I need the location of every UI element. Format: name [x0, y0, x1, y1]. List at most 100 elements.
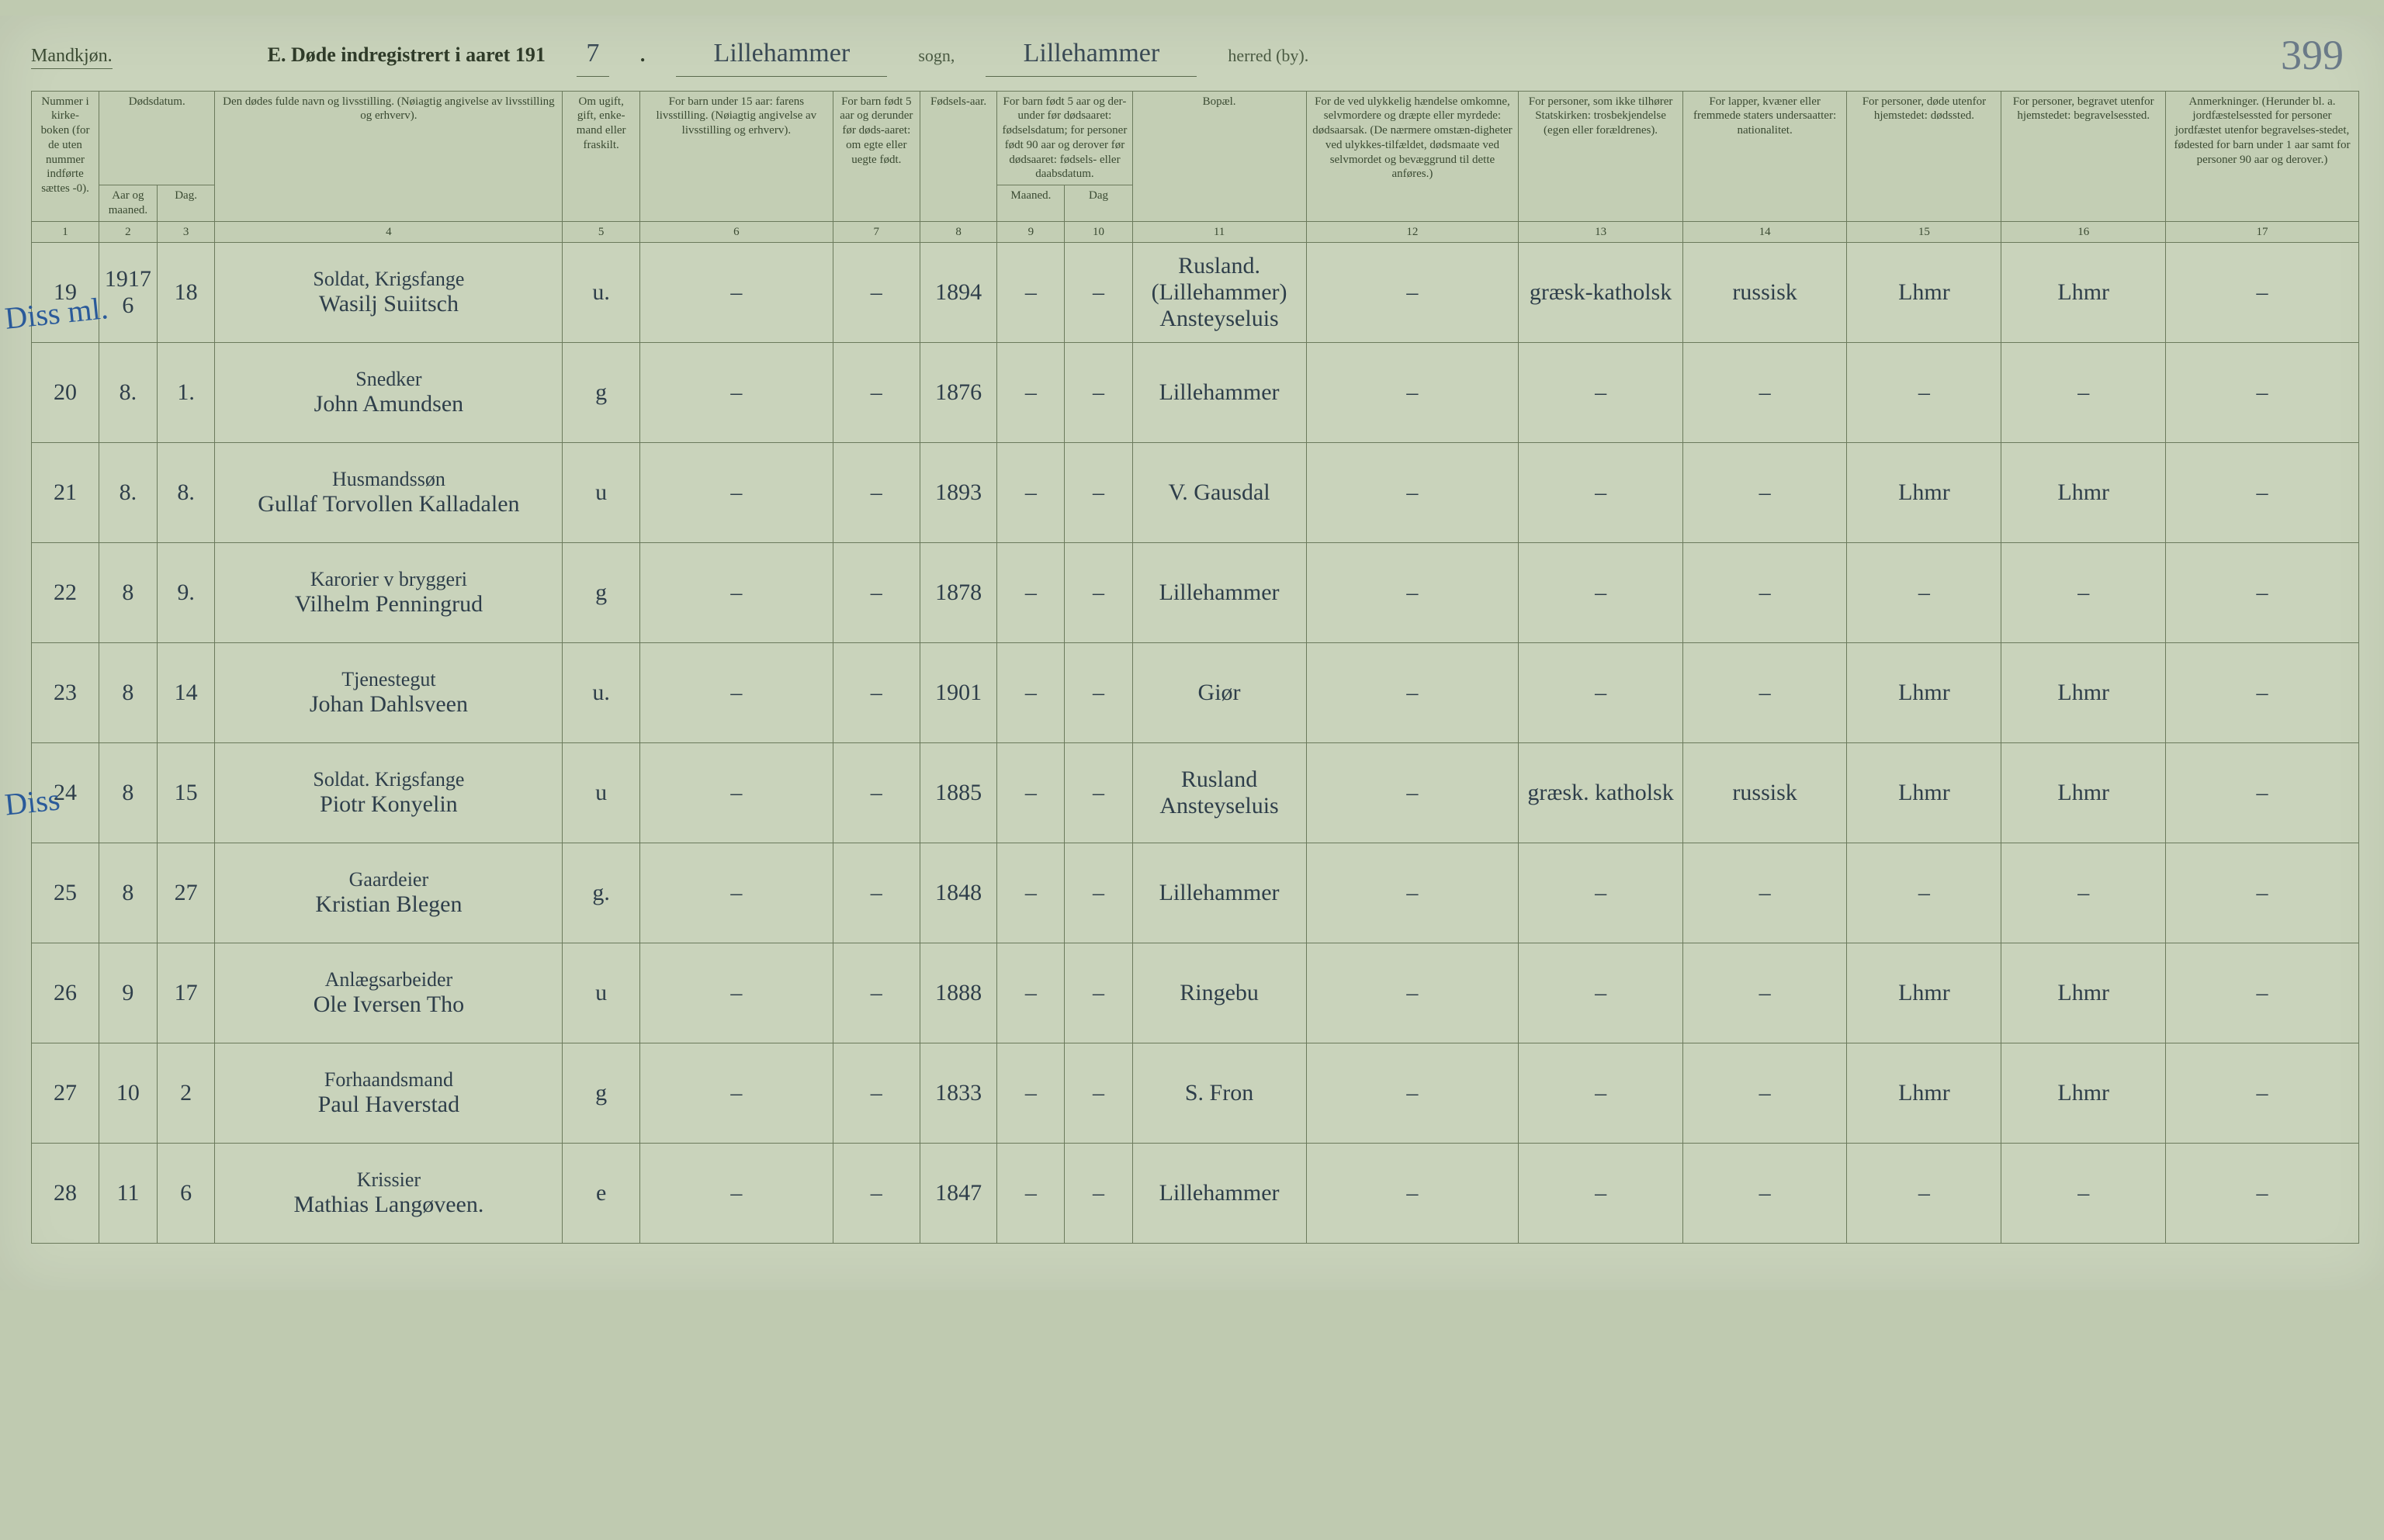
cell: ForhaandsmandPaul Haverstad — [215, 1043, 563, 1144]
cell: 22 — [32, 543, 99, 643]
col-header: For de ved ulykkelig hændelse omkomne, s… — [1306, 91, 1519, 221]
cell: 8. — [157, 443, 215, 543]
cell: Lhmr — [1847, 643, 2001, 743]
cell: – — [833, 1144, 920, 1244]
cell: 8 — [99, 743, 158, 843]
cell: RuslandAnsteyseluis — [1132, 743, 1306, 843]
cell: 1848 — [920, 843, 997, 943]
cell: – — [1065, 643, 1132, 743]
cell: 26 — [32, 943, 99, 1043]
cell: 6 — [157, 1144, 215, 1244]
cell: Lillehammer — [1132, 1144, 1306, 1244]
occupation: Snedker — [220, 368, 557, 391]
cell: – — [1682, 843, 1847, 943]
cell: 20 — [32, 343, 99, 443]
cell: 1878 — [920, 543, 997, 643]
cell: 1893 — [920, 443, 997, 543]
colnum: 10 — [1065, 221, 1132, 243]
person-name: Wasilj Suiitsch — [220, 291, 557, 318]
cell: 18 — [157, 243, 215, 343]
cell: – — [1847, 343, 2001, 443]
cell: – — [997, 1144, 1065, 1244]
cell: 1847 — [920, 1144, 997, 1244]
cell: AnlægsarbeiderOle Iversen Tho — [215, 943, 563, 1043]
cell: – — [2001, 343, 2166, 443]
table-head: Nummer i kirke- boken (for de uten numme… — [32, 91, 2359, 243]
col-header: For personer, som ikke tilhører Statskir… — [1519, 91, 1683, 221]
sogn-value: Lillehammer — [676, 39, 887, 77]
cell: – — [2165, 543, 2358, 643]
cell: – — [1306, 743, 1519, 843]
herred-value: Lillehammer — [986, 39, 1197, 77]
cell: – — [1065, 843, 1132, 943]
cell: – — [639, 1043, 833, 1144]
cell: græsk-katholsk — [1519, 243, 1683, 343]
cell: – — [833, 443, 920, 543]
cell: – — [1306, 843, 1519, 943]
cell: – — [2165, 243, 2358, 343]
margin-note-2: Diss — [3, 780, 62, 822]
col-header: Bopæl. — [1132, 91, 1306, 221]
col-header: Dag. — [157, 185, 215, 222]
table-row: 25827GaardeierKristian Blegeng.––1848––L… — [32, 843, 2359, 943]
cell: – — [2001, 843, 2166, 943]
colnum: 16 — [2001, 221, 2166, 243]
cell: Lhmr — [1847, 243, 2001, 343]
table-row: 26917AnlægsarbeiderOle Iversen Thou––188… — [32, 943, 2359, 1043]
col-header: For barn under 15 aar: farens livsstilli… — [639, 91, 833, 221]
cell: 21 — [32, 443, 99, 543]
cell: – — [997, 543, 1065, 643]
gender-label: Mandkjøn. — [31, 46, 113, 69]
cell: GaardeierKristian Blegen — [215, 843, 563, 943]
cell: 8. — [99, 443, 158, 543]
cell: 19176 — [99, 243, 158, 343]
cell: Lhmr — [2001, 1043, 2166, 1144]
cell: 2 — [157, 1043, 215, 1144]
cell: – — [2165, 1144, 2358, 1244]
colnum: 1 — [32, 221, 99, 243]
table-row: 2289.Karorier v bryggeriVilhelm Penningr… — [32, 543, 2359, 643]
cell: g — [563, 1043, 640, 1144]
cell: 27 — [157, 843, 215, 943]
cell: – — [1847, 843, 2001, 943]
cell: – — [639, 843, 833, 943]
cell: 1876 — [920, 343, 997, 443]
cell: – — [1306, 943, 1519, 1043]
ledger-page: 399 Diss ml. Diss Mandkjøn. E. Døde indr… — [0, 16, 2384, 1290]
cell: g — [563, 343, 640, 443]
herred-label: herred (by). — [1228, 46, 1308, 66]
col-header: Nummer i kirke- boken (for de uten numme… — [32, 91, 99, 221]
cell: – — [1519, 643, 1683, 743]
cell: – — [833, 343, 920, 443]
cell: 17 — [157, 943, 215, 1043]
cell: 11 — [99, 1144, 158, 1244]
colnum: 3 — [157, 221, 215, 243]
table-row: 24815Soldat. KrigsfangePiotr Konyelinu––… — [32, 743, 2359, 843]
occupation: Soldat, Krigsfange — [220, 268, 557, 291]
cell: 1894 — [920, 243, 997, 343]
person-name: Paul Haverstad — [220, 1092, 557, 1119]
col-header: Anmerkninger. (Herunder bl. a. jordfæste… — [2165, 91, 2358, 221]
cell: – — [639, 243, 833, 343]
cell: – — [1306, 1144, 1519, 1244]
col-header: For lapper, kvæner eller fremmede stater… — [1682, 91, 1847, 221]
cell: – — [1519, 943, 1683, 1043]
person-name: Kristian Blegen — [220, 891, 557, 919]
occupation: Gaardeier — [220, 868, 557, 891]
column-number-row: 1 2 3 4 5 6 7 8 9 10 11 12 13 14 15 16 1… — [32, 221, 2359, 243]
person-name: Piotr Konyelin — [220, 791, 557, 818]
cell: – — [997, 1043, 1065, 1144]
col-header: For personer, døde utenfor hjemstedet: d… — [1847, 91, 2001, 221]
cell: 1. — [157, 343, 215, 443]
cell: russisk — [1682, 743, 1847, 843]
cell: – — [1306, 343, 1519, 443]
occupation: Anlægsarbeider — [220, 968, 557, 991]
table-row: 191917618Soldat, KrigsfangeWasilj Suiits… — [32, 243, 2359, 343]
cell: g — [563, 543, 640, 643]
cell: 25 — [32, 843, 99, 943]
colnum: 4 — [215, 221, 563, 243]
cell: – — [2001, 1144, 2166, 1244]
cell: – — [997, 743, 1065, 843]
cell: e — [563, 1144, 640, 1244]
cell: Lhmr — [2001, 943, 2166, 1043]
